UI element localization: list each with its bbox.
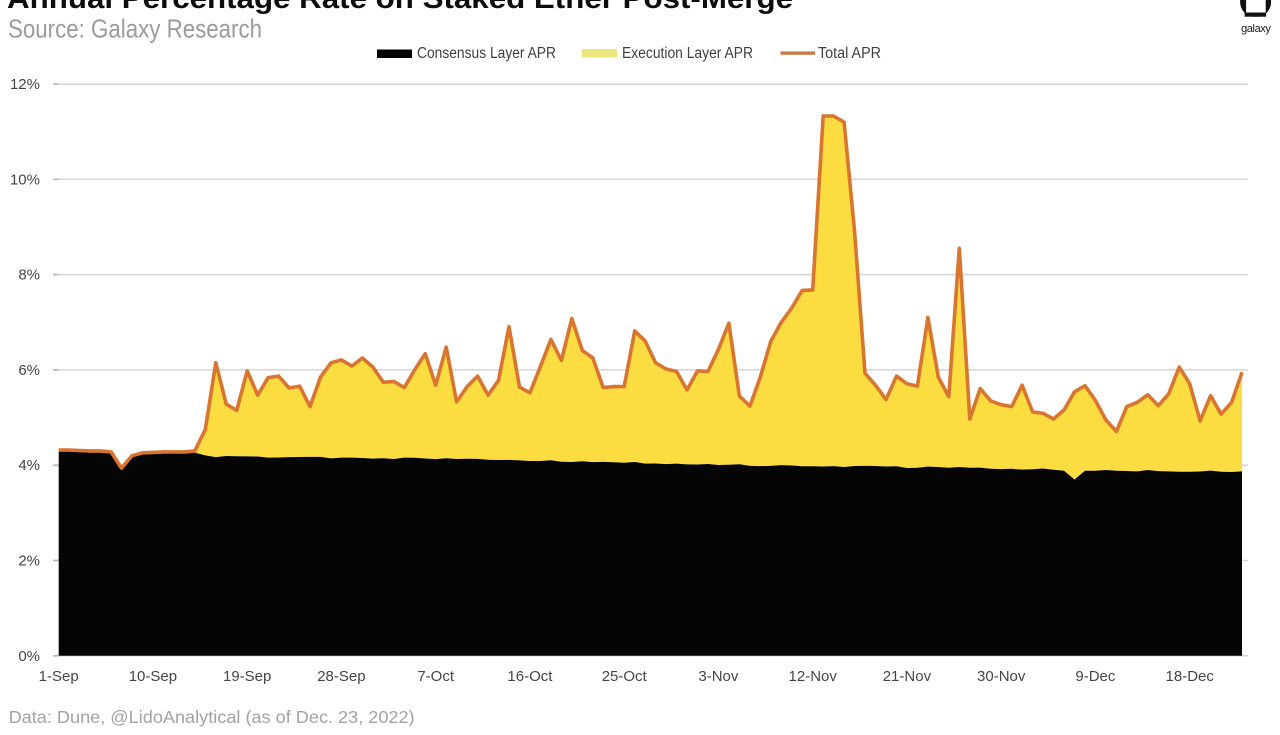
svg-text:12%: 12%	[10, 76, 40, 93]
svg-text:3-Nov: 3-Nov	[698, 668, 739, 685]
svg-text:19-Sep: 19-Sep	[223, 668, 271, 685]
svg-text:16-Oct: 16-Oct	[507, 668, 553, 685]
svg-text:12-Nov: 12-Nov	[789, 668, 838, 685]
svg-text:1-Sep: 1-Sep	[39, 668, 79, 685]
svg-text:4%: 4%	[18, 457, 40, 474]
svg-text:28-Sep: 28-Sep	[317, 668, 365, 685]
svg-text:Data: Dune, @LidoAnalytical (a: Data: Dune, @LidoAnalytical (as of Dec. …	[9, 707, 415, 727]
svg-text:30-Nov: 30-Nov	[977, 668, 1026, 685]
svg-text:Total APR: Total APR	[818, 45, 881, 62]
svg-text:10%: 10%	[10, 171, 40, 188]
svg-text:9-Dec: 9-Dec	[1075, 668, 1116, 685]
svg-text:7-Oct: 7-Oct	[417, 668, 455, 685]
svg-text:25-Oct: 25-Oct	[602, 668, 648, 685]
svg-text:Source: Galaxy Research: Source: Galaxy Research	[8, 14, 262, 44]
svg-text:Annual Percentage Rate on Stak: Annual Percentage Rate on Staked Ether P…	[7, 0, 793, 15]
svg-text:21-Nov: 21-Nov	[883, 668, 932, 685]
svg-text:18-Dec: 18-Dec	[1166, 668, 1215, 685]
svg-text:0%: 0%	[18, 648, 40, 665]
svg-text:10-Sep: 10-Sep	[129, 668, 177, 685]
svg-text:2%: 2%	[18, 553, 40, 570]
svg-text:8%: 8%	[18, 267, 40, 284]
svg-text:Consensus Layer APR: Consensus Layer APR	[417, 45, 556, 62]
svg-text:6%: 6%	[18, 362, 40, 379]
svg-text:Execution Layer APR: Execution Layer APR	[622, 45, 753, 62]
svg-text:galaxy: galaxy	[1241, 23, 1271, 35]
